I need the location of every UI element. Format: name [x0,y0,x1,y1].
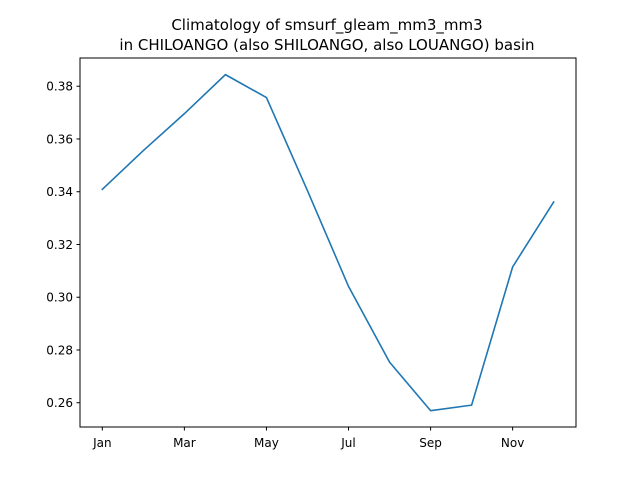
y-tick-label: 0.32 [46,238,73,252]
x-tick-label: Jan [92,436,112,450]
x-axis: Jan Mar May Jul Sep Nov [92,427,524,450]
y-tick-label: 0.30 [46,291,73,305]
y-tick-label: 0.28 [46,343,73,357]
series-line [101,73,555,412]
plot-area [101,73,555,412]
x-tick-label: Sep [419,436,442,450]
y-axis: 0.26 0.28 0.30 0.32 0.34 0.36 0.38 [46,80,80,410]
x-tick-label: Jul [340,436,355,450]
x-tick-label: May [254,436,279,450]
x-tick-label: Mar [173,436,196,450]
chart-title-line2: in CHILOANGO (also SHILOANGO, also LOUAN… [119,36,534,54]
axes-frame [79,57,577,428]
x-tick-label: Nov [501,436,524,450]
y-tick-label: 0.34 [46,185,73,199]
chart-title-line1: Climatology of smsurf_gleam_mm3_mm3 [171,16,482,35]
y-tick-label: 0.36 [46,132,73,146]
y-tick-label: 0.38 [46,80,73,94]
y-tick-label: 0.26 [46,396,73,410]
